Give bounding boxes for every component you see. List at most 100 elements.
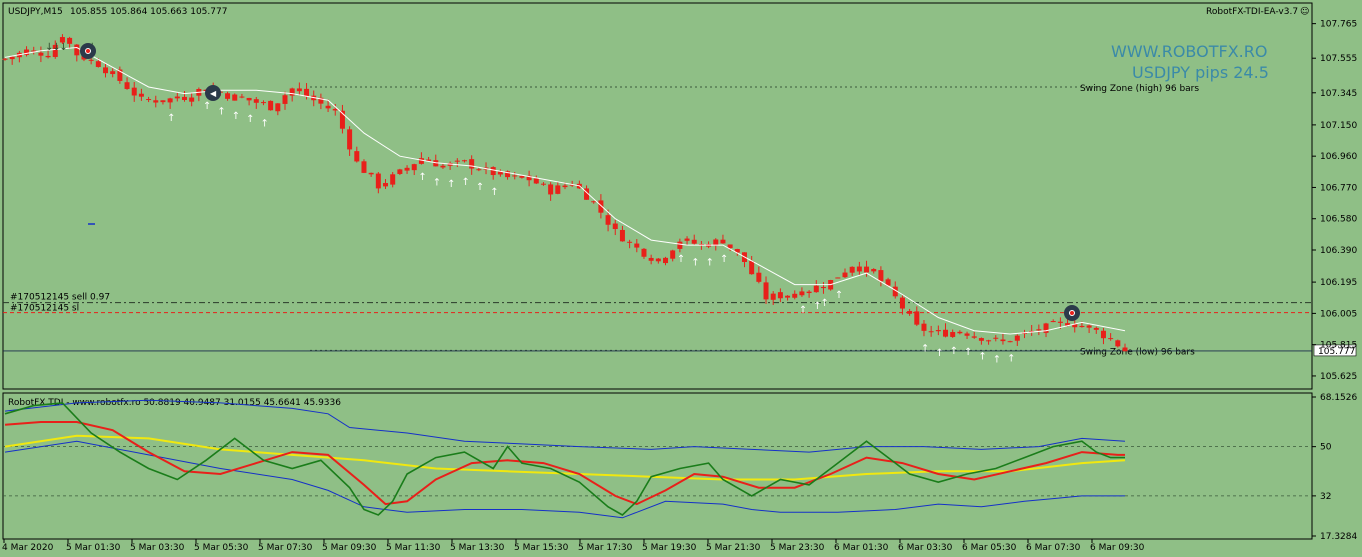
candle [1050,319,1056,323]
candle [806,290,812,298]
candle [1043,322,1049,338]
time-tick-label: 6 Mar 01:30 [834,543,889,553]
up-arrow-icon: ↑ [476,182,484,193]
tdi-red-line [4,421,1125,506]
time-tick-label: 4 Mar 2020 [2,543,54,553]
candle [31,46,37,55]
candle [1115,339,1121,348]
time-tick-label: 5 Mar 13:30 [450,543,505,553]
up-arrow-icon: ↑ [260,119,268,130]
down-arrow-icon: ↓ [45,42,53,53]
price-tick-label: 106.960 [1320,152,1357,162]
up-arrow-icon: ↑ [447,179,455,190]
candle [813,280,819,293]
time-tick-label: 5 Mar 03:30 [130,543,185,553]
candle [871,268,877,274]
down-arrow-icon: ↓ [52,42,60,53]
candle [146,96,152,103]
candle [713,238,719,251]
candle [325,99,331,113]
candle [354,146,360,163]
candle [368,172,374,177]
candle [260,100,266,106]
candle [957,330,963,335]
candle [1108,333,1114,341]
up-arrow-icon: ↑ [691,257,699,268]
up-arrow-icon: ↑ [203,101,211,112]
price-tick-label: 106.580 [1320,215,1357,225]
candle [986,339,992,345]
time-tick-label: 5 Mar 01:30 [66,543,121,553]
price-tick-label: 106.195 [1320,278,1357,288]
candle [440,163,446,169]
candle [878,266,884,287]
candle [914,306,920,327]
time-tick-label: 5 Mar 17:30 [578,543,633,553]
candle [1072,318,1078,333]
time-tick-label: 6 Mar 05:30 [962,543,1017,553]
current-price-label: 105.777 [1318,347,1355,357]
trade-marker-entry-2[interactable] [1064,305,1080,321]
candle [533,175,539,185]
up-arrow-icon: ↑ [950,346,958,357]
candle [103,62,109,78]
up-arrow-icon: ↑ [835,290,843,301]
candle [663,256,669,266]
candle [921,319,927,337]
candle [275,103,281,116]
candles-layer [2,34,1128,352]
price-tick-label: 105.625 [1320,372,1357,382]
candle [1007,340,1013,343]
watermark-label: WWW.ROBOTFX.RO [1111,42,1267,61]
candle [555,181,561,195]
candle [9,56,15,65]
trade-marker-close[interactable]: ◀ [205,85,221,101]
candle [684,236,690,246]
candle [763,276,769,304]
candle [181,91,187,102]
signal-arrows-layer: ↑↑↑↑↑↑↑↑↑↑↑↑↑↑↑↑↑↑↑↑↑↑↑↑↑↑↑↓↓↓↓ [45,42,1015,366]
candle [950,329,956,338]
up-arrow-icon: ↑ [246,114,254,125]
candle [505,170,511,180]
candle [849,266,855,276]
candle [648,254,654,265]
order-sl-label: #170512145 sl [10,304,79,314]
candle [1021,329,1027,339]
candle [842,268,848,278]
up-arrow-icon: ↑ [993,355,1001,366]
tdi-tick-label: 17.3284 [1320,532,1357,542]
candle [469,155,475,175]
candle [885,277,891,287]
candle [993,335,999,342]
time-axis: 4 Mar 2020 5 Mar 01:30 5 Mar 03:30 5 Mar 05… [2,539,1145,553]
candle [978,337,984,345]
trade-marker-entry[interactable] [80,43,96,59]
candle [928,325,934,337]
price-tick-label: 105.815 [1320,341,1357,351]
candle [1086,324,1092,334]
up-arrow-icon: ↑ [813,301,821,312]
candle [411,163,417,176]
candle [461,159,467,163]
price-tick-label: 107.765 [1320,20,1357,30]
candle [634,239,640,253]
candle [835,277,841,279]
swing-high-label: Swing Zone (high) 96 bars [1080,84,1199,94]
candle [1100,327,1106,345]
up-arrow-icon: ↑ [978,351,986,362]
tdi-axis: 68.1526 50 32 17.3284 [1312,393,1357,542]
up-arrow-icon: ↑ [217,107,225,118]
time-tick-label: 5 Mar 23:30 [770,543,825,553]
candle [289,87,295,102]
candle [856,261,862,277]
candle [619,225,625,242]
price-panel-frame [2,2,1313,390]
candle [1014,334,1020,346]
candle [268,100,274,111]
candle [426,156,432,162]
candle [296,82,302,96]
candle [339,104,345,134]
up-arrow-icon: ↑ [1007,353,1015,364]
time-tick-label: 5 Mar 21:30 [706,543,761,553]
